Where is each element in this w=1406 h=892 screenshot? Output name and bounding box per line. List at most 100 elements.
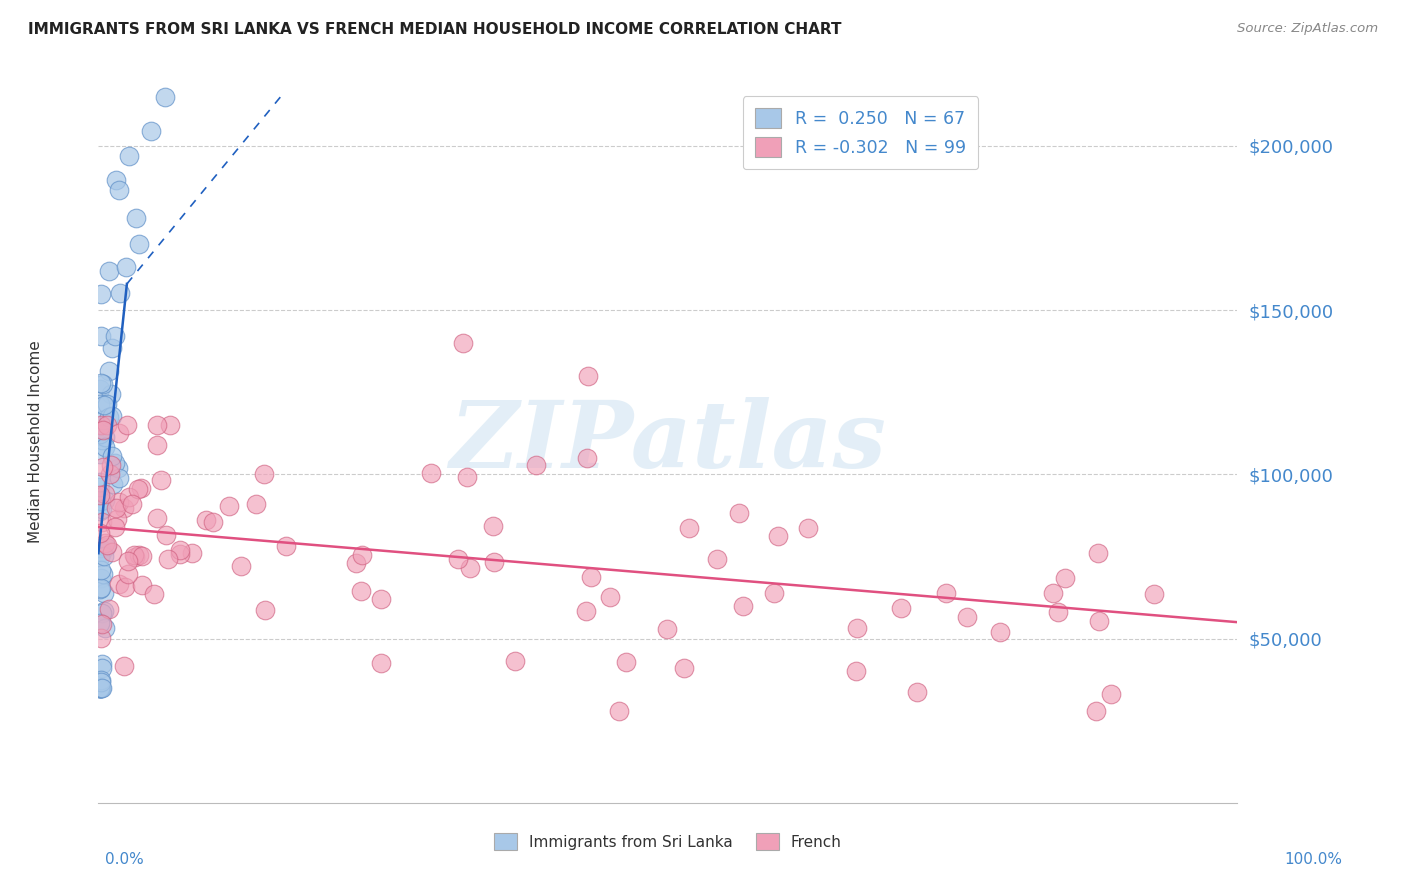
Point [94, 621, 117, 635]
Point [768, 529, 790, 543]
Point [91, 501, 114, 516]
Point [112, 500, 135, 515]
Point [96, 397, 118, 411]
Point [599, 590, 621, 604]
Point [93, 398, 115, 412]
Point [115, 418, 138, 433]
Point [576, 450, 599, 465]
Point [988, 625, 1011, 640]
Point [762, 586, 785, 600]
Point [98, 409, 121, 424]
Point [90, 681, 112, 695]
Point [846, 621, 869, 635]
Point [146, 418, 169, 433]
Point [98, 264, 121, 278]
Point [482, 519, 505, 533]
Point [127, 482, 149, 496]
Point [121, 497, 143, 511]
Point [201, 515, 224, 529]
Point [1088, 614, 1111, 628]
Point [108, 285, 131, 300]
Text: Source: ZipAtlas.com: Source: ZipAtlas.com [1237, 22, 1378, 36]
Point [89, 504, 111, 518]
Point [482, 555, 505, 569]
Point [149, 473, 172, 487]
Point [146, 511, 169, 525]
Point [104, 501, 127, 516]
Point [89, 681, 111, 695]
Point [117, 554, 139, 568]
Point [101, 409, 124, 424]
Point [576, 368, 599, 383]
Point [90, 581, 112, 595]
Point [89, 383, 111, 397]
Point [905, 685, 928, 699]
Point [581, 570, 603, 584]
Point [89, 681, 111, 695]
Point [98, 364, 121, 378]
Point [733, 599, 755, 614]
Point [128, 548, 150, 562]
Point [575, 604, 598, 618]
Point [108, 576, 131, 591]
Point [89, 475, 111, 490]
Point [104, 173, 127, 187]
Point [181, 546, 204, 560]
Point [350, 584, 373, 599]
Point [90, 675, 112, 690]
Point [101, 341, 124, 355]
Point [108, 183, 131, 197]
Point [614, 655, 637, 669]
Point [89, 427, 111, 442]
Point [229, 559, 252, 574]
Point [89, 488, 111, 502]
Point [89, 480, 111, 494]
Point [93, 586, 115, 600]
Point [89, 396, 111, 410]
Point [89, 681, 111, 695]
Point [524, 458, 547, 472]
Point [89, 526, 111, 541]
Point [419, 466, 441, 480]
Point [370, 656, 392, 670]
Point [101, 477, 124, 491]
Point [218, 499, 240, 513]
Point [89, 681, 111, 695]
Legend: Immigrants from Sri Lanka, French: Immigrants from Sri Lanka, French [488, 827, 848, 856]
Point [90, 571, 112, 585]
Text: 100.0%: 100.0% [1285, 852, 1343, 867]
Point [195, 513, 218, 527]
Point [90, 329, 112, 343]
Point [90, 493, 112, 508]
Point [93, 549, 115, 564]
Point [503, 654, 526, 668]
Point [125, 211, 148, 225]
Point [91, 413, 114, 427]
Point [678, 521, 700, 535]
Point [91, 434, 114, 448]
Point [447, 552, 470, 566]
Point [139, 124, 162, 138]
Point [131, 481, 153, 495]
Point [122, 549, 145, 563]
Point [845, 664, 868, 678]
Text: IMMIGRANTS FROM SRI LANKA VS FRENCH MEDIAN HOUSEHOLD INCOME CORRELATION CHART: IMMIGRANTS FROM SRI LANKA VS FRENCH MEDI… [28, 22, 842, 37]
Point [156, 552, 179, 566]
Point [890, 601, 912, 615]
Point [90, 286, 112, 301]
Point [169, 548, 191, 562]
Point [91, 376, 114, 391]
Point [96, 538, 118, 552]
Point [344, 557, 367, 571]
Point [107, 460, 129, 475]
Point [124, 549, 146, 564]
Point [101, 544, 124, 558]
Point [456, 469, 478, 483]
Point [90, 617, 112, 632]
Point [104, 456, 127, 470]
Point [90, 376, 112, 391]
Point [451, 336, 474, 351]
Point [100, 386, 122, 401]
Point [252, 467, 274, 482]
Point [159, 418, 181, 433]
